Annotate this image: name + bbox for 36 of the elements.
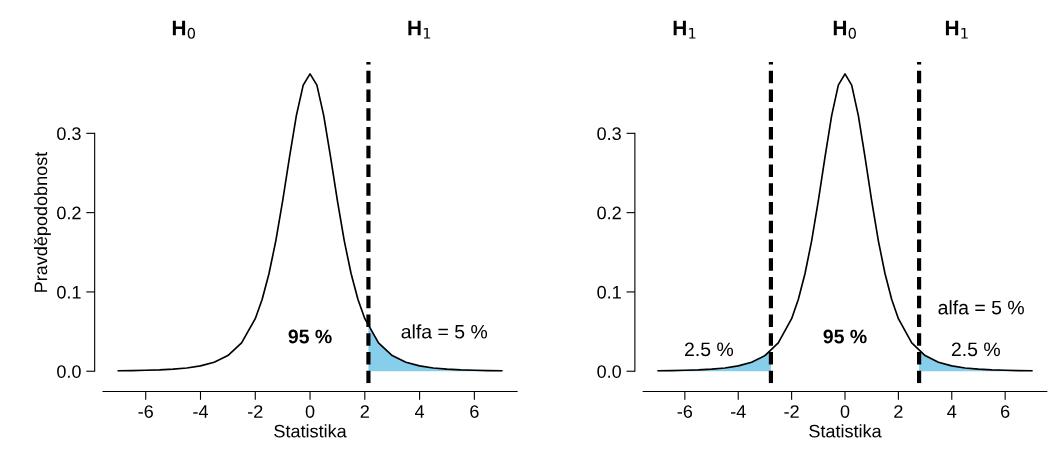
x-tick-label: -6 (138, 405, 153, 418)
y-tick-label: 0.1 (57, 285, 81, 299)
x-tick-label: -4 (193, 405, 208, 418)
x-tick-label: 0 (305, 405, 315, 418)
annotation: 95 % (823, 329, 867, 344)
annotation: 95 % (288, 329, 332, 344)
y-tick-label: 0.3 (57, 127, 81, 141)
y-tick-label: 0.3 (597, 127, 621, 141)
text: H$_{1}$ (673, 20, 696, 39)
annotation: 2.5 % (951, 342, 1000, 357)
annotation: 2.5 % (684, 342, 734, 357)
x-tick-label: 2 (360, 405, 369, 418)
x-axis-title: Statistika (274, 424, 347, 438)
x-tick-label: 4 (414, 405, 425, 418)
x-tick-label: 6 (1001, 405, 1010, 418)
y-tick-label: 0.2 (57, 206, 81, 220)
x-tick-label: -4 (731, 405, 746, 418)
y-tick-label: 0.1 (597, 285, 621, 299)
x-axis-title: Statistika (809, 424, 882, 438)
x-tick-label: -2 (248, 405, 263, 418)
x-tick-label: 4 (947, 405, 957, 418)
annotation: alfa = 5 % (938, 300, 1024, 315)
y-tick-label: 0.2 (597, 206, 621, 220)
text: H$_{0}$ (833, 20, 856, 39)
y-axis-title: Pravděpodobnost (33, 151, 51, 292)
y-tick-label: 0.0 (597, 365, 621, 378)
x-tick-label: 6 (470, 405, 479, 418)
x-tick-label: -6 (677, 405, 693, 418)
text: H$_{1}$ (945, 20, 968, 39)
x-tick-label: -2 (784, 405, 799, 418)
x-tick-label: 0 (840, 405, 850, 418)
text: H$_{1}$ (408, 20, 431, 39)
y-tick-label: 0.0 (57, 365, 81, 378)
text: H$_{0}$ (172, 20, 196, 39)
annotation: alfa = 5 % (401, 324, 488, 339)
x-tick-label: 2 (894, 405, 903, 418)
